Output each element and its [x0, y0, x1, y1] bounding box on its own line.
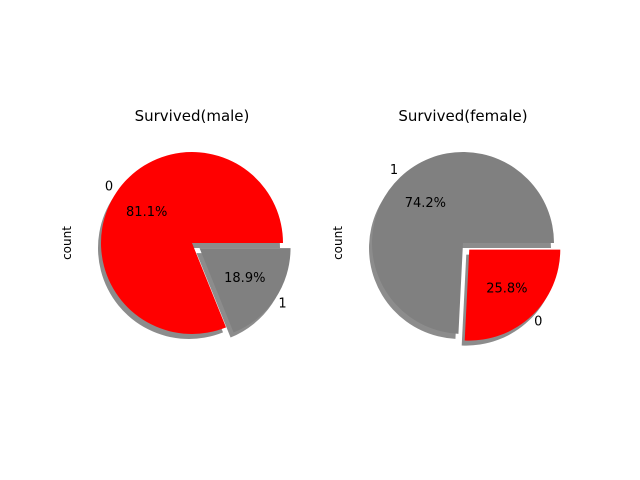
slice-1	[372, 152, 554, 334]
slice-percent-label: 18.9%	[224, 271, 265, 286]
pie-chart-male: Survived(male) count 0 81.1% 1 18.9%	[60, 107, 291, 340]
slices	[101, 152, 291, 335]
chart-title: Survived(male)	[135, 107, 250, 125]
y-axis-label: count	[331, 226, 345, 260]
slice-category-label: 0	[534, 315, 542, 330]
slice-category-label: 1	[390, 163, 398, 178]
slice-category-label: 0	[105, 180, 113, 195]
slice-percent-label: 25.8%	[486, 282, 527, 297]
slice-category-label: 1	[278, 297, 286, 312]
pie-chart-female: Survived(female) count 1 74.2% 0 25.8%	[331, 107, 561, 346]
chart-title: Survived(female)	[398, 107, 527, 125]
slice-percent-label: 81.1%	[126, 205, 167, 220]
slice-labels: 1 74.2% 0 25.8%	[390, 163, 543, 330]
slice-labels: 0 81.1% 1 18.9%	[105, 180, 287, 312]
slice-percent-label: 74.2%	[405, 196, 446, 211]
slices	[372, 152, 561, 341]
slice-1	[199, 248, 291, 333]
y-axis-label: count	[60, 226, 74, 260]
slice-0	[464, 249, 561, 341]
slice-0	[101, 152, 284, 335]
